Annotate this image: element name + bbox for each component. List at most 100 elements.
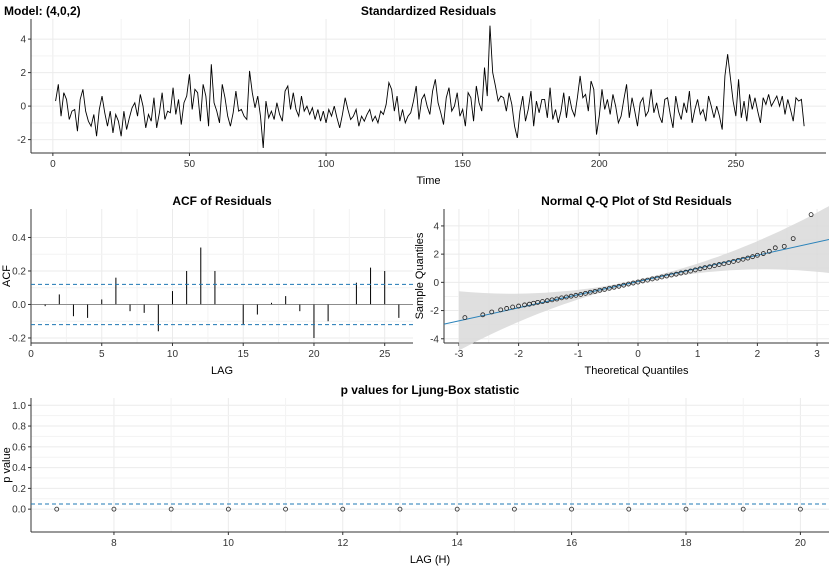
x-axis-label: LAG	[211, 365, 233, 377]
x-tick-label: 200	[591, 159, 608, 170]
chart-title: ACF of Residuals	[172, 194, 272, 208]
qq-point	[750, 254, 755, 260]
x-tick-label: 3	[814, 349, 820, 360]
residual-series-line	[55, 25, 805, 149]
y-tick-label: 0	[433, 278, 439, 289]
qq-point	[726, 260, 732, 266]
qq-point	[489, 309, 495, 315]
qq-point	[790, 236, 796, 242]
gridlines	[31, 19, 826, 153]
qq-point	[781, 243, 787, 249]
p-value-point	[683, 506, 689, 512]
acf-panel: 0 5 10 15 20 25 -0.2 0.0 0.2 0.4 ACF of Residuals L…	[1, 194, 413, 377]
qq-point	[563, 294, 569, 300]
x-tick-label: -2	[514, 349, 523, 360]
qq-point	[621, 282, 627, 288]
x-axis-label: Time	[416, 175, 440, 187]
p-value-point	[626, 506, 632, 512]
qq-point	[540, 299, 545, 304]
gridlines	[31, 398, 829, 532]
x-tick-label: 10	[167, 349, 179, 360]
y-tick-label: 0.8	[12, 422, 26, 433]
qq-point	[731, 259, 736, 264]
y-axis-label: Sample Quantiles	[414, 232, 426, 319]
qq-point	[697, 266, 703, 272]
p-value-point	[111, 506, 117, 512]
chart-title: Standardized Residuals	[361, 4, 497, 18]
qq-point	[678, 270, 684, 276]
qq-point	[683, 269, 689, 275]
qq-point	[480, 312, 486, 318]
y-axis-label: p value	[1, 447, 13, 482]
p-value-point	[340, 506, 346, 512]
x-tick-label: 10	[223, 538, 235, 549]
qq-point	[544, 298, 550, 304]
chart-title: Normal Q-Q Plot of Std Residuals	[541, 194, 732, 208]
qq-point	[711, 263, 717, 269]
p-value-point	[225, 506, 231, 512]
qq-point	[721, 261, 727, 267]
qq-confidence-band	[458, 206, 829, 351]
y-tick-label: 0.2	[12, 484, 26, 495]
qq-point	[510, 304, 516, 310]
y-tick-label: 0.0	[12, 300, 26, 311]
qq-point	[549, 297, 555, 303]
y-tick-label: -4	[430, 334, 439, 345]
y-tick-label: 4	[20, 35, 26, 46]
qq-point	[597, 287, 603, 293]
x-tick-label: 15	[238, 349, 250, 360]
qq-point	[688, 268, 693, 274]
qq-point	[669, 272, 674, 278]
qq-point	[559, 295, 564, 301]
gridlines	[30, 209, 413, 343]
x-tick-label: 20	[308, 349, 320, 360]
qq-point	[583, 290, 588, 296]
p-value-point	[168, 506, 174, 512]
x-tick-label: 16	[566, 538, 578, 549]
qq-panel: -3 -2 -1 0 1 2 3 -4 -2 0 2 4 Normal Q-Q Plot of Std …	[414, 194, 829, 377]
qq-point	[573, 292, 579, 298]
qq-point	[616, 283, 622, 289]
x-tick-label: 0	[635, 349, 641, 360]
qq-point	[554, 296, 560, 302]
qq-point	[707, 264, 713, 270]
y-tick-label: 2	[20, 68, 26, 79]
p-value-point	[397, 506, 403, 512]
x-tick-label: -3	[454, 349, 463, 360]
p-value-point	[797, 506, 803, 512]
qq-point	[602, 286, 607, 292]
qq-point	[592, 288, 598, 294]
chart-title: p values for Ljung-Box statistic	[341, 383, 520, 397]
qq-point	[611, 284, 617, 290]
standardized-residuals-panel: 0 50 100 150 200 250 -2 0 2 4 Standardized Residua…	[17, 4, 826, 187]
y-tick-label: -0.2	[9, 333, 27, 344]
qq-point	[568, 293, 574, 299]
qq-point	[516, 303, 522, 309]
x-tick-label: 5	[99, 349, 105, 360]
x-tick-label: 12	[337, 538, 349, 549]
qq-point	[772, 245, 778, 251]
x-tick-label: -1	[574, 349, 583, 360]
p-value-point	[740, 506, 746, 512]
qq-point	[760, 251, 766, 256]
y-tick-label: -2	[17, 135, 26, 146]
y-tick-label: 2	[433, 250, 439, 261]
qq-point	[735, 257, 741, 263]
x-tick-label: 50	[184, 159, 196, 170]
qq-point	[649, 276, 655, 282]
x-tick-label: 20	[795, 538, 807, 549]
y-tick-label: 0.4	[12, 463, 26, 474]
qq-point	[754, 252, 760, 258]
x-tick-label: 0	[50, 159, 56, 170]
qq-point	[606, 285, 612, 291]
qq-point	[535, 299, 541, 305]
y-tick-label: 4	[433, 221, 439, 232]
y-tick-label: 0.6	[12, 442, 26, 453]
qq-point	[626, 281, 631, 287]
x-tick-label: 25	[379, 349, 391, 360]
qq-point	[587, 289, 593, 295]
y-tick-label: 0.0	[12, 505, 26, 516]
x-axis-label: Theoretical Quantiles	[585, 365, 689, 377]
x-tick-label: 100	[318, 159, 335, 170]
x-tick-label: 250	[728, 159, 745, 170]
